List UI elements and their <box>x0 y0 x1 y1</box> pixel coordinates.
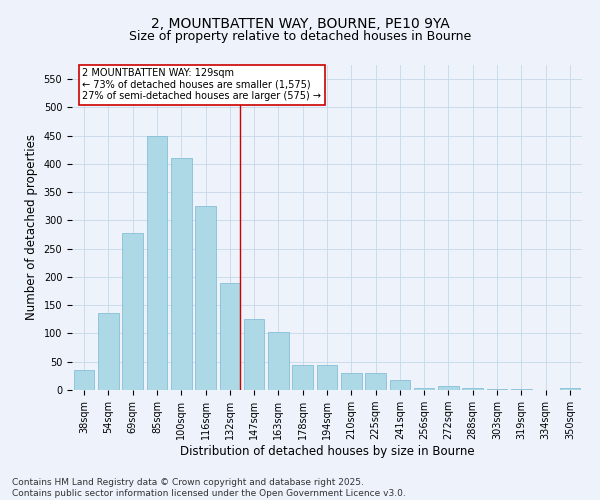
Bar <box>438 386 459 390</box>
Bar <box>195 206 216 390</box>
Text: 2 MOUNTBATTEN WAY: 129sqm
← 73% of detached houses are smaller (1,575)
27% of se: 2 MOUNTBATTEN WAY: 129sqm ← 73% of detac… <box>82 68 321 102</box>
Bar <box>244 320 265 390</box>
Bar <box>74 370 94 390</box>
Bar <box>220 282 240 390</box>
Bar <box>414 388 434 390</box>
Bar <box>487 389 508 390</box>
Bar <box>171 158 191 390</box>
Bar <box>146 136 167 390</box>
Text: 2, MOUNTBATTEN WAY, BOURNE, PE10 9YA: 2, MOUNTBATTEN WAY, BOURNE, PE10 9YA <box>151 18 449 32</box>
Bar <box>560 388 580 390</box>
Bar <box>463 388 483 390</box>
Text: Size of property relative to detached houses in Bourne: Size of property relative to detached ho… <box>129 30 471 43</box>
Y-axis label: Number of detached properties: Number of detached properties <box>25 134 38 320</box>
X-axis label: Distribution of detached houses by size in Bourne: Distribution of detached houses by size … <box>179 445 475 458</box>
Bar <box>341 373 362 390</box>
Text: Contains HM Land Registry data © Crown copyright and database right 2025.
Contai: Contains HM Land Registry data © Crown c… <box>12 478 406 498</box>
Bar <box>389 380 410 390</box>
Bar <box>292 364 313 390</box>
Bar <box>268 332 289 390</box>
Bar <box>365 373 386 390</box>
Bar <box>98 312 119 390</box>
Bar <box>122 234 143 390</box>
Bar <box>317 364 337 390</box>
